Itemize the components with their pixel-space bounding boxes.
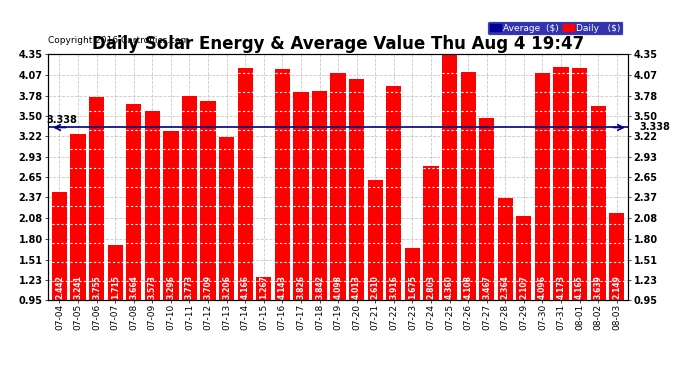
Title: Daily Solar Energy & Average Value Thu Aug 4 19:47: Daily Solar Energy & Average Value Thu A… (92, 35, 584, 53)
Text: 2.107: 2.107 (520, 274, 529, 298)
Text: Copyright 2016 Cartronics.com: Copyright 2016 Cartronics.com (48, 36, 190, 45)
Bar (256, 277, 271, 300)
Bar (52, 192, 67, 300)
Bar (219, 137, 235, 300)
Bar (497, 198, 513, 300)
Bar (609, 213, 624, 300)
Text: 4.108: 4.108 (464, 274, 473, 298)
Bar (237, 68, 253, 300)
Text: 3.842: 3.842 (315, 274, 324, 298)
Text: 2.442: 2.442 (55, 274, 64, 298)
Bar (201, 100, 216, 300)
Text: 3.755: 3.755 (92, 275, 101, 298)
Text: 4.173: 4.173 (557, 274, 566, 298)
Bar (108, 245, 123, 300)
Text: 3.296: 3.296 (166, 274, 175, 298)
Bar (535, 73, 550, 300)
Bar (293, 92, 308, 300)
Text: 3.338: 3.338 (46, 115, 77, 125)
Text: 3.709: 3.709 (204, 274, 213, 298)
Text: 3.573: 3.573 (148, 274, 157, 298)
Text: 4.143: 4.143 (278, 274, 287, 298)
Text: 1.675: 1.675 (408, 274, 417, 298)
Bar (572, 68, 587, 300)
Bar (553, 67, 569, 300)
Text: 3.773: 3.773 (185, 274, 194, 298)
Text: 3.916: 3.916 (389, 274, 398, 298)
Text: 4.360: 4.360 (445, 274, 454, 298)
Bar (164, 130, 179, 300)
Text: 3.206: 3.206 (222, 274, 231, 298)
Bar (70, 135, 86, 300)
Bar (442, 54, 457, 300)
Bar (516, 216, 531, 300)
Bar (312, 91, 327, 300)
Bar (182, 96, 197, 300)
Bar (145, 111, 160, 300)
Bar (126, 104, 141, 300)
Text: 4.166: 4.166 (241, 274, 250, 298)
Legend: Average  ($), Daily   ($): Average ($), Daily ($) (487, 21, 623, 35)
Bar (349, 79, 364, 300)
Bar (89, 98, 104, 300)
Text: 3.338: 3.338 (640, 123, 671, 132)
Bar (424, 166, 439, 300)
Bar (460, 72, 476, 300)
Text: 3.639: 3.639 (593, 274, 602, 298)
Bar (331, 73, 346, 300)
Bar (591, 106, 606, 300)
Bar (405, 248, 420, 300)
Text: 3.826: 3.826 (297, 274, 306, 298)
Bar (368, 180, 383, 300)
Text: 4.013: 4.013 (352, 274, 361, 298)
Text: 3.241: 3.241 (74, 274, 83, 298)
Text: 2.149: 2.149 (612, 274, 621, 298)
Text: 2.610: 2.610 (371, 274, 380, 298)
Bar (386, 86, 402, 300)
Text: 1.715: 1.715 (110, 274, 119, 298)
Bar (275, 69, 290, 300)
Bar (479, 118, 494, 300)
Text: 4.098: 4.098 (333, 274, 343, 298)
Text: 2.803: 2.803 (426, 274, 435, 298)
Text: 3.664: 3.664 (129, 274, 138, 298)
Text: 2.364: 2.364 (501, 274, 510, 298)
Text: 1.267: 1.267 (259, 274, 268, 298)
Text: 3.467: 3.467 (482, 274, 491, 298)
Text: 4.096: 4.096 (538, 274, 547, 298)
Text: 4.165: 4.165 (575, 275, 584, 298)
